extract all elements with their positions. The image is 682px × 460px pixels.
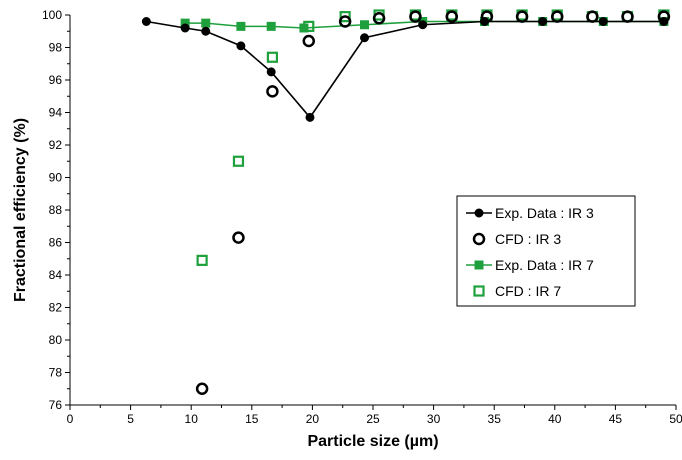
data-point — [141, 17, 151, 26]
x-tick-label: 45 — [609, 412, 623, 426]
legend-label: CFD : IR 7 — [495, 283, 561, 299]
y-axis-title: Fractional efficiency (%) — [12, 118, 29, 302]
x-tick-label: 40 — [548, 412, 562, 426]
data-point — [195, 382, 209, 395]
data-point — [232, 155, 245, 167]
data-point — [339, 11, 351, 23]
data-point — [372, 12, 386, 25]
data-point — [360, 33, 370, 43]
y-tick-label: 90 — [49, 171, 63, 185]
data-point — [445, 10, 459, 23]
plot-area — [141, 9, 671, 395]
data-point — [196, 254, 208, 266]
legend: Exp. Data : IR 3 CFD : IR 3 Exp. Data : IR… — [456, 195, 636, 307]
data-point — [657, 10, 671, 23]
data-point — [418, 20, 428, 30]
data-point — [538, 17, 548, 26]
x-axis-title: Particle size (µm) — [307, 433, 438, 450]
data-point — [621, 10, 634, 23]
data-point — [305, 112, 315, 122]
y-tick-label: 86 — [49, 236, 63, 250]
y-tick-label: 82 — [49, 301, 63, 315]
data-point — [266, 21, 276, 31]
data-point — [180, 23, 190, 33]
data-point — [550, 10, 564, 23]
y-tick-label: 92 — [49, 138, 63, 152]
y-tick-label: 84 — [49, 268, 63, 282]
data-point — [598, 17, 608, 26]
data-point — [201, 18, 211, 28]
y-tick-label: 100 — [42, 8, 62, 22]
x-tick-label: 0 — [67, 412, 74, 426]
legend-swatch-marker — [473, 285, 485, 297]
x-tick-label: 15 — [245, 412, 259, 426]
data-point — [236, 41, 246, 51]
data-point — [236, 21, 246, 31]
x-tick-label: 25 — [366, 412, 380, 426]
data-point — [303, 20, 315, 32]
data-point — [266, 85, 279, 98]
x-tick-label: 35 — [488, 412, 502, 426]
data-point — [515, 10, 529, 23]
data-point — [409, 10, 422, 23]
y-tick-label: 78 — [49, 366, 63, 380]
data-point — [266, 67, 276, 77]
data-point — [586, 10, 599, 23]
data-point — [302, 34, 316, 48]
series-0 — [141, 17, 669, 122]
x-tick-label: 20 — [306, 412, 320, 426]
legend-swatch-marker — [474, 260, 484, 270]
legend-swatch-marker — [472, 232, 486, 246]
data-point — [360, 20, 370, 30]
data-point — [201, 26, 211, 36]
y-tick-label: 98 — [49, 41, 63, 55]
y-tick-label: 96 — [49, 73, 63, 87]
ticks: 0 5 10 15 20 25 30 35 40 45 50 76 78 80 82 84 86 88 90 92 94… — [42, 8, 682, 426]
series-1 — [195, 10, 671, 395]
x-tick-label: 5 — [127, 412, 134, 426]
data-point — [338, 15, 352, 28]
legend-box — [456, 195, 636, 307]
legend-label: CFD : IR 3 — [495, 231, 561, 247]
series-line — [146, 20, 664, 119]
x-tick-label: 50 — [669, 412, 682, 426]
legend-swatch-marker — [474, 208, 484, 218]
legend-label: Exp. Data : IR 7 — [495, 257, 594, 273]
y-tick-label: 76 — [49, 398, 63, 412]
legend-label: Exp. Data : IR 3 — [495, 205, 594, 221]
data-point — [266, 51, 279, 63]
x-tick-label: 30 — [427, 412, 441, 426]
y-tick-label: 88 — [49, 203, 63, 217]
data-point — [480, 10, 494, 23]
y-tick-label: 94 — [49, 106, 63, 120]
y-tick-label: 80 — [49, 333, 63, 347]
data-point — [232, 231, 245, 244]
x-tick-label: 10 — [185, 412, 199, 426]
